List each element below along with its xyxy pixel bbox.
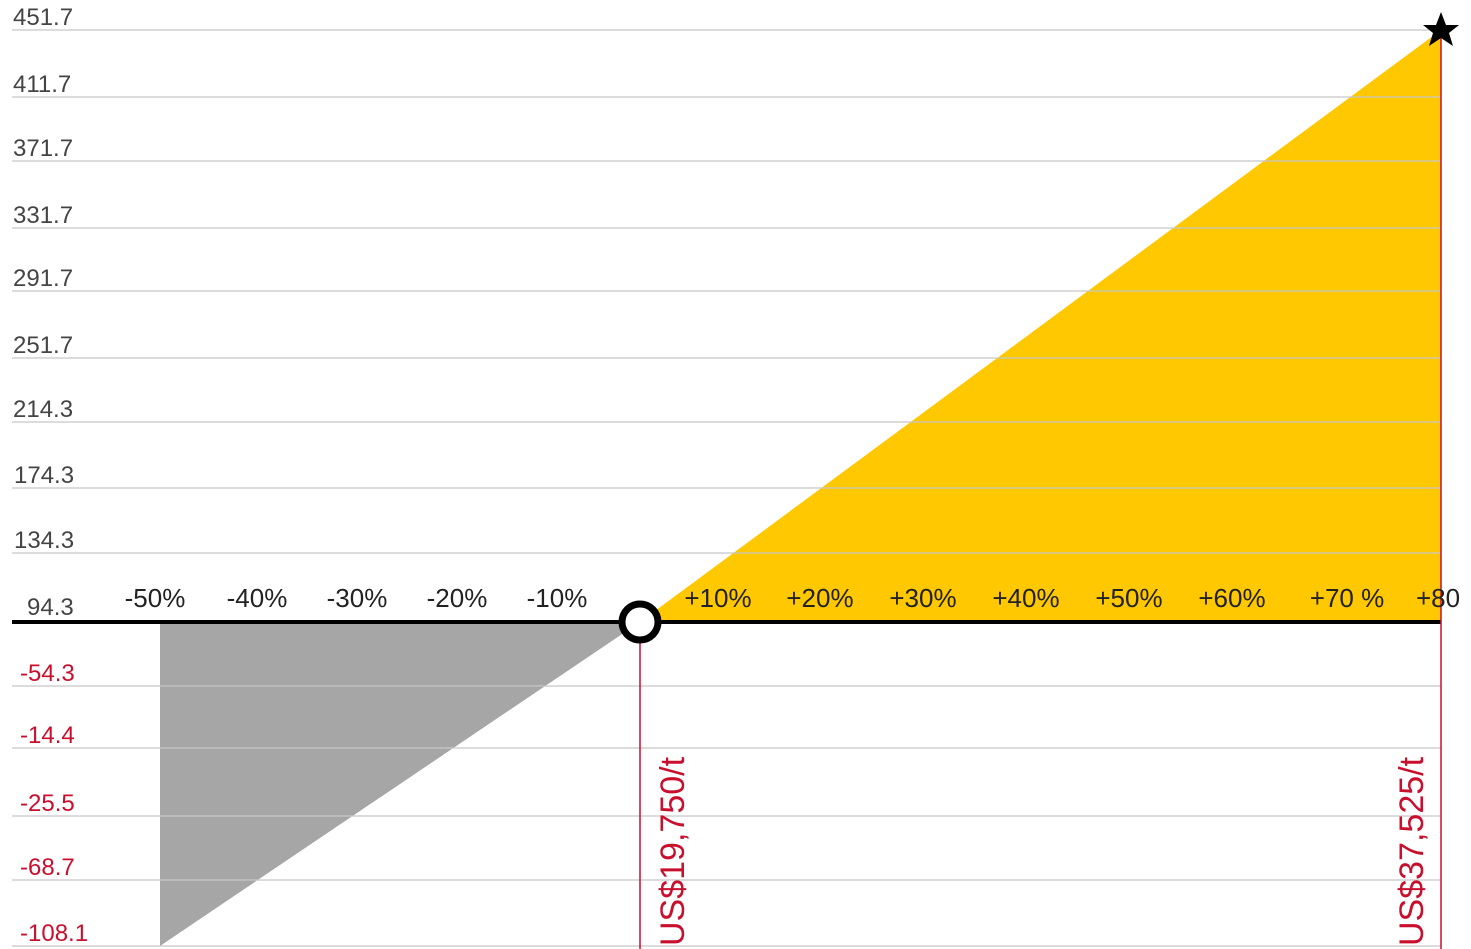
y-label: 291.7	[13, 265, 73, 292]
x-label: +50%	[1095, 583, 1162, 613]
y-label: -68.7	[20, 854, 75, 881]
loss-area	[160, 622, 640, 946]
x-label: +70 %	[1310, 583, 1384, 613]
y-label: -14.4	[20, 722, 75, 749]
y-label: 94.3	[27, 594, 74, 621]
x-label: +40%	[992, 583, 1059, 613]
x-label: -30%	[327, 583, 388, 613]
gain-area	[640, 30, 1441, 622]
price-label: US$19,750/t	[654, 756, 692, 946]
x-label: +20%	[786, 583, 853, 613]
x-label: -10%	[527, 583, 588, 613]
y-label: 134.3	[14, 527, 74, 554]
x-label: +60%	[1198, 583, 1265, 613]
x-label: +10%	[684, 583, 751, 613]
x-label: +80	[1416, 583, 1460, 613]
target-star	[1423, 12, 1459, 46]
y-label: 451.7	[13, 4, 73, 31]
strike-marker	[618, 600, 662, 644]
y-label: 371.7	[13, 135, 73, 162]
y-label: 214.3	[13, 396, 73, 423]
y-label: 174.3	[14, 462, 74, 489]
x-label: -40%	[227, 583, 288, 613]
y-label: -54.3	[20, 660, 75, 687]
x-label: +30%	[889, 583, 956, 613]
x-label: -20%	[427, 583, 488, 613]
y-label: 251.7	[13, 332, 73, 359]
y-label: 411.7	[13, 71, 71, 98]
y-label: -108.1	[20, 920, 88, 947]
price-label: US$37,525/t	[1393, 756, 1431, 946]
x-label: -50%	[125, 583, 186, 613]
y-label: -25.5	[20, 790, 75, 817]
y-label: 331.7	[13, 202, 73, 229]
